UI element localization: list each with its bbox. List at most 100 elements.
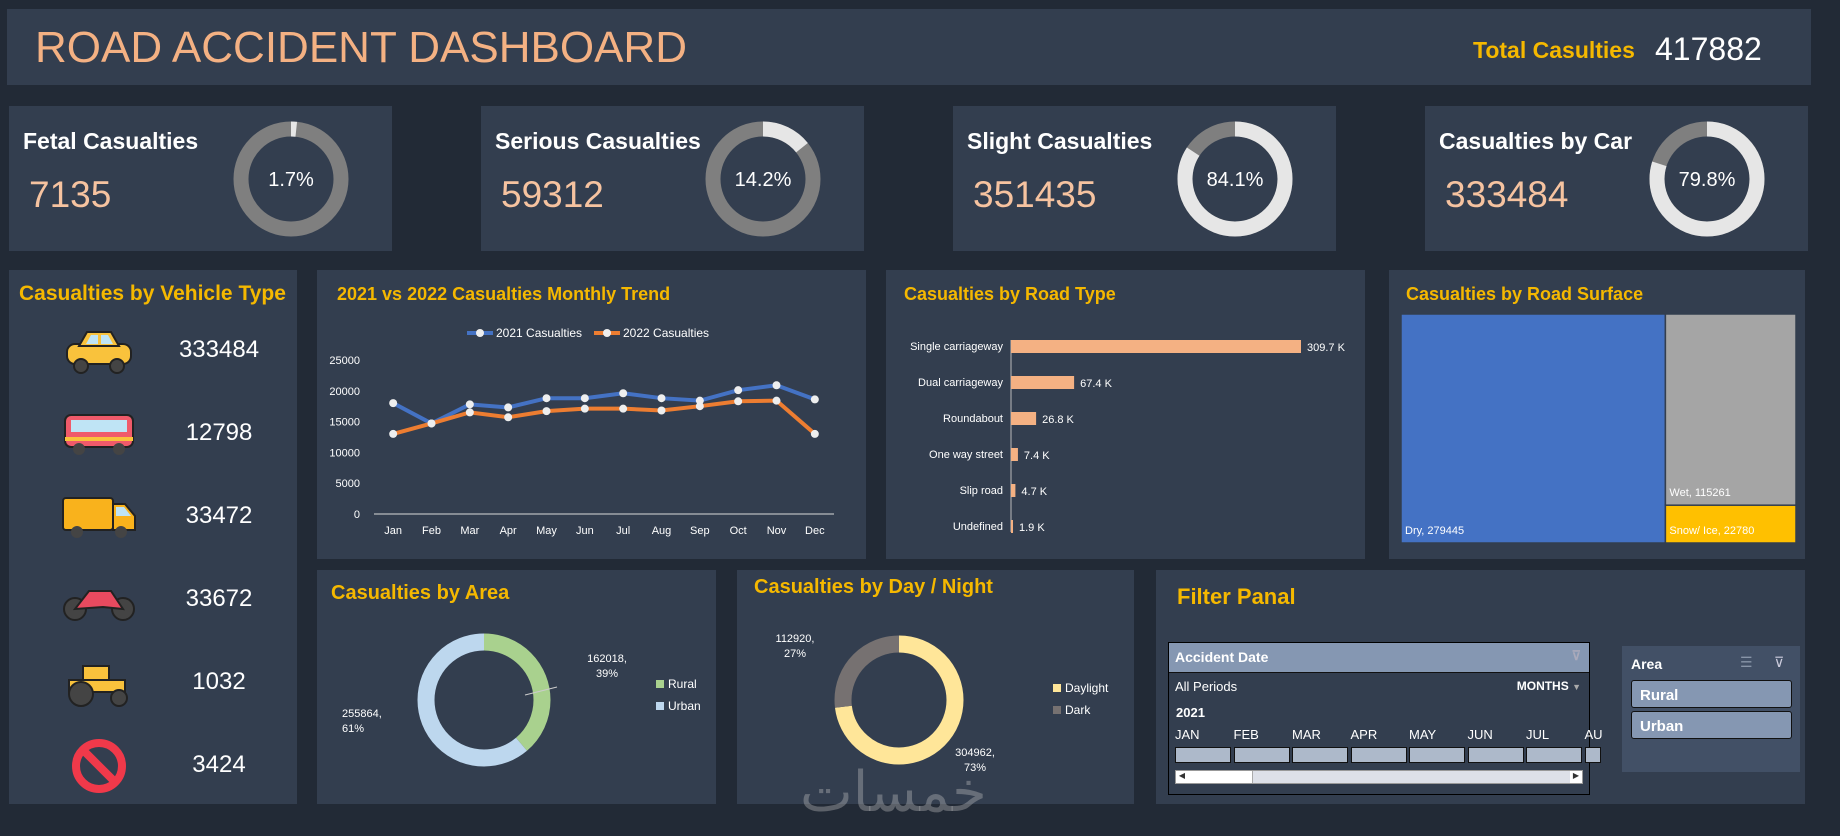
scroll-thumb[interactable]: [1188, 771, 1253, 783]
data-point: [657, 406, 666, 415]
area-chart: 162018, 39% 255864, 61% Rural Urban: [342, 633, 701, 767]
kpi-title: Slight Casualties: [967, 128, 1153, 154]
kpi-title: Casualties by Car: [1439, 128, 1633, 154]
legend-label: 2022 Casualties: [623, 326, 709, 340]
kpi-pct: 79.8%: [1679, 169, 1736, 191]
clear-filter-icon[interactable]: ⊽: [1571, 648, 1581, 663]
data-point: [695, 402, 704, 411]
x-tick-label: Nov: [767, 525, 787, 537]
motorcycle-icon: [63, 590, 135, 621]
y-tick-label: 15000: [329, 417, 360, 429]
x-tick-label: Feb: [422, 525, 441, 537]
data-label: 112920,: [776, 633, 815, 645]
kpi-title: Fetal Casualties: [23, 128, 199, 154]
series-line: [392, 383, 816, 426]
kpi-card: Fetal Casualties 7135 1.7%: [9, 106, 392, 251]
bus-icon: [64, 414, 134, 455]
vehicle-row: 33472: [9, 482, 297, 552]
data-label: 304962,: [955, 747, 995, 759]
data-point: [734, 397, 743, 406]
total-label: Total Casulties: [1473, 37, 1635, 63]
date-slicer[interactable]: Accident Date ⊽ All Periods MONTHS ▼ 202…: [1168, 642, 1603, 795]
data-label: 255864,: [342, 708, 382, 720]
vehicle-row: 12798: [9, 399, 297, 469]
x-tick-label: Jul: [616, 525, 630, 537]
legend-label: Daylight: [1065, 681, 1109, 695]
data-label: 26.8 K: [1042, 414, 1074, 426]
y-tick-label: 20000: [329, 386, 360, 398]
x-tick-label: Dec: [805, 525, 825, 537]
daynight-panel: Casualties by Day / Night 304962, 73% 1129…: [737, 570, 1134, 804]
category-label: One way street: [929, 449, 1003, 461]
month-label: JAN: [1175, 727, 1200, 742]
vehicle-title: Casualties by Vehicle Type: [19, 282, 286, 305]
kpi-card: Slight Casualties 351435 84.1%: [953, 106, 1336, 251]
road-surface-panel: Casualties by Road Surface Dry, 279445 We…: [1389, 270, 1805, 559]
data-point: [619, 389, 628, 398]
dashboard-title: ROAD ACCIDENT DASHBOARD: [35, 23, 687, 72]
year-label: 2021: [1176, 705, 1205, 720]
month-tile[interactable]: [1233, 747, 1290, 763]
vehicle-row: 33672: [9, 565, 297, 635]
area-slicer-title: Area: [1631, 656, 1663, 672]
data-label: 162018,: [587, 653, 627, 665]
legend-label: 2021 Casualties: [496, 326, 582, 340]
timeline-scrollbar[interactable]: ◀ ▶: [1175, 770, 1583, 784]
scroll-right-button[interactable]: ▶: [1570, 771, 1582, 783]
data-point: [810, 395, 819, 404]
month-tile[interactable]: [1350, 747, 1407, 763]
x-tick-label: Aug: [652, 525, 672, 537]
kpi-card: Casualties by Car 333484 79.8%: [1425, 106, 1808, 251]
van-icon: [62, 497, 136, 538]
road-type-chart: Single carriageway 309.7 K Dual carriagewa…: [910, 340, 1346, 534]
clear-filter-icon[interactable]: ⊽: [1774, 654, 1785, 670]
vehicle-value: 3424: [192, 751, 246, 778]
bar: [1011, 448, 1018, 461]
month-tile[interactable]: [1584, 747, 1601, 763]
scroll-left-button[interactable]: ◀: [1176, 771, 1188, 783]
time-level-dropdown[interactable]: MONTHS ▼: [1517, 679, 1581, 693]
vehicle-panel: Casualties by Vehicle Type 333484 12798 33…: [9, 270, 297, 804]
vehicle-value: 1032: [192, 668, 246, 695]
bar: [1011, 340, 1301, 353]
area-slicer[interactable]: Area ☰ ⊽ Rural Urban: [1622, 646, 1800, 772]
legend-marker: [476, 329, 484, 337]
data-label: 61%: [342, 723, 364, 735]
daynight-chart: 304962, 73% 112920, 27% Daylight Dark: [776, 633, 1109, 774]
kpi-value: 59312: [501, 174, 604, 215]
month-tile[interactable]: [1526, 747, 1582, 763]
month-tile[interactable]: [1467, 747, 1524, 763]
data-label: 39%: [596, 668, 618, 680]
x-tick-label: Apr: [500, 525, 517, 537]
data-point: [772, 381, 781, 390]
series-line: [392, 398, 817, 436]
donut-slice: [834, 635, 964, 765]
tile-label: Dry, 279445: [1405, 525, 1464, 537]
data-point: [465, 400, 474, 409]
x-tick-label: May: [536, 525, 557, 537]
kpi-value: 351435: [973, 174, 1097, 215]
filter-panel: Filter Panal Accident Date ⊽ All Periods…: [1156, 570, 1805, 804]
data-point: [465, 408, 474, 417]
area-rural-button[interactable]: Rural: [1631, 680, 1792, 708]
bar: [1011, 520, 1013, 533]
month-tile[interactable]: [1175, 747, 1231, 763]
vehicle-value: 333484: [178, 336, 260, 363]
all-periods-label: All Periods: [1175, 679, 1238, 694]
data-point: [695, 396, 704, 405]
legend-label: Urban: [668, 699, 701, 713]
multi-select-icon[interactable]: ☰: [1740, 654, 1753, 670]
prohibited-icon: [72, 739, 126, 793]
treemap-tile: [1400, 313, 1667, 544]
donut-fill: [1177, 121, 1293, 237]
trend-panel: 2021 vs 2022 Casualties Monthly Trend 0 5…: [317, 270, 866, 559]
month-label: AU: [1584, 727, 1603, 742]
month-tile[interactable]: [1292, 747, 1348, 763]
road-surface-title: Casualties by Road Surface: [1406, 284, 1644, 304]
month-tile[interactable]: [1409, 747, 1465, 763]
legend-label: Dark: [1065, 703, 1091, 717]
kpi-donut: 1.7%: [233, 121, 349, 237]
x-tick-label: Oct: [730, 525, 747, 537]
treemap-tile: [1664, 313, 1797, 506]
area-urban-button[interactable]: Urban: [1631, 711, 1792, 739]
